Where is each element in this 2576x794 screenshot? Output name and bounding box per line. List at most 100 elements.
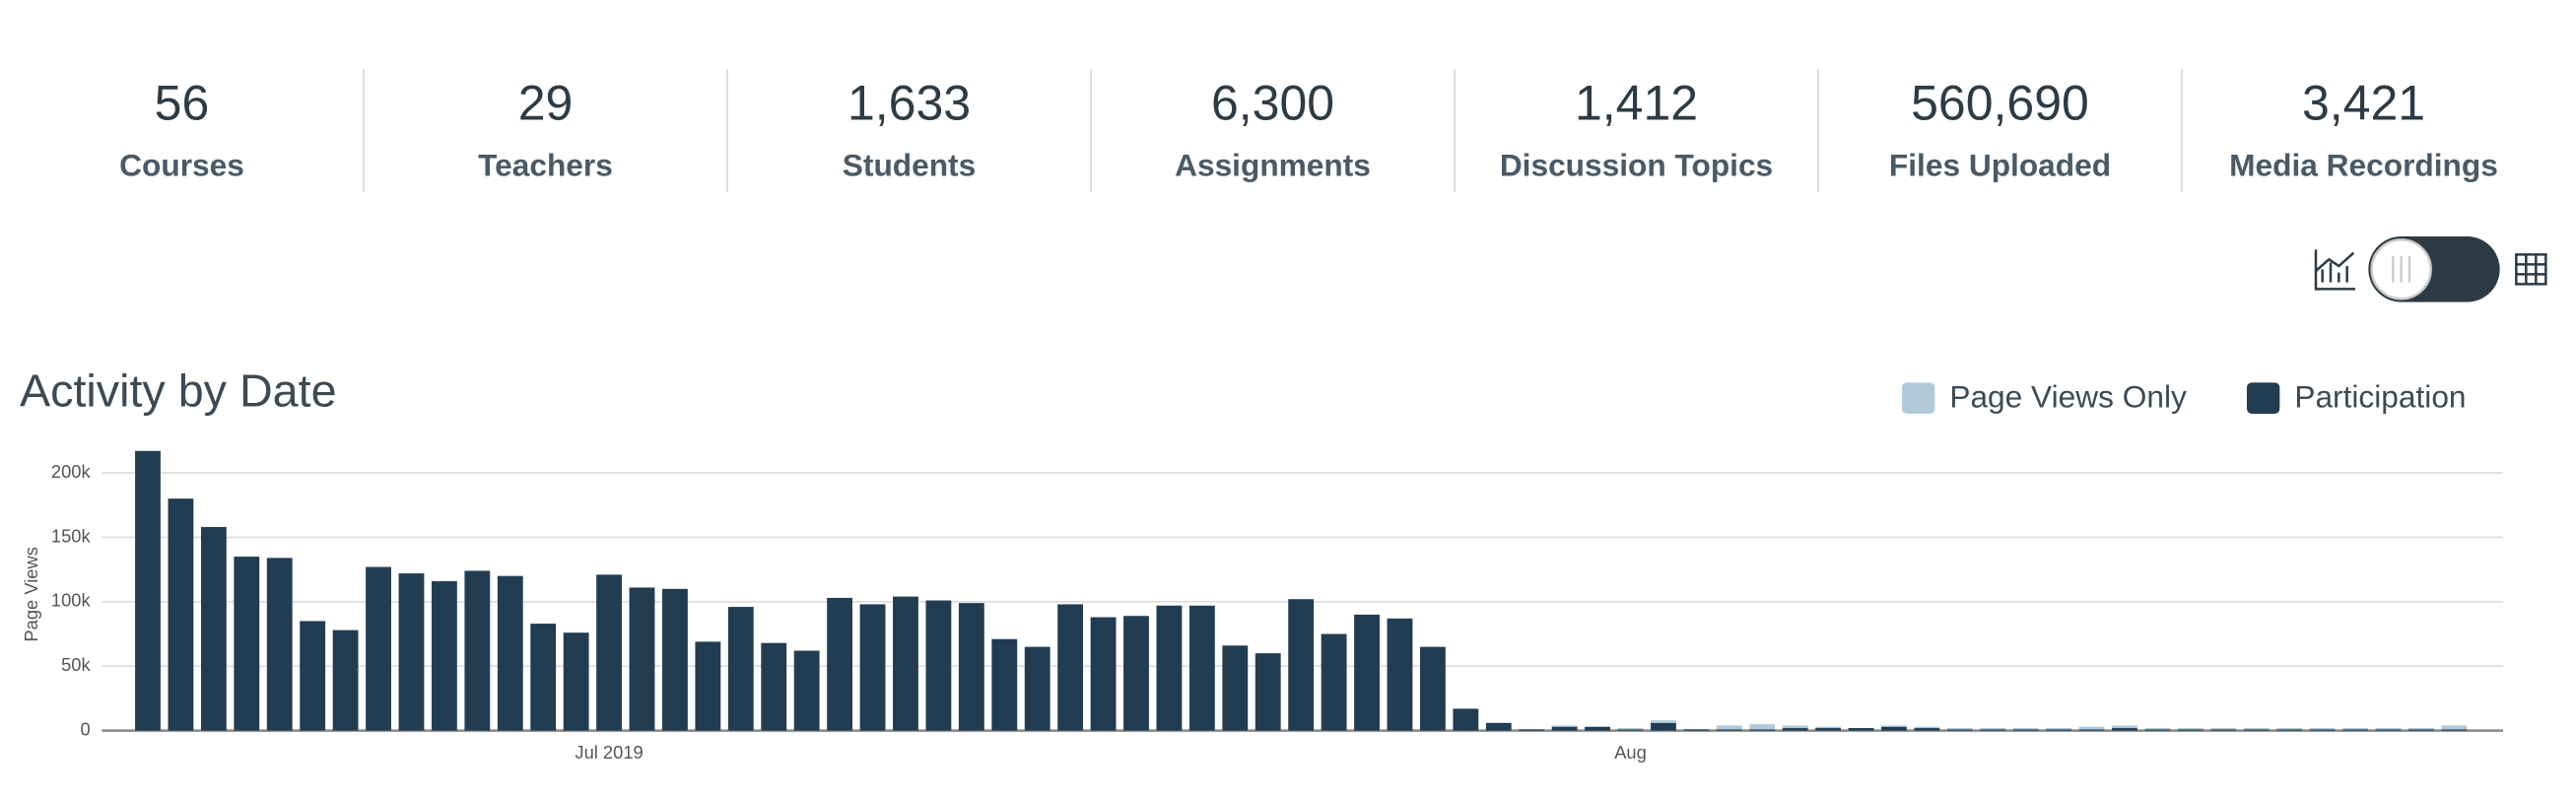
legend-swatch	[2247, 382, 2280, 414]
bar-segment	[1815, 728, 1842, 731]
bar-segment	[1254, 653, 1281, 731]
stat-value: 6,300	[1211, 76, 1334, 131]
bar-segment	[1980, 728, 2006, 730]
y-tick-label: 200k	[51, 461, 92, 482]
bar-segment	[168, 498, 194, 731]
bar-segment	[366, 566, 391, 731]
legend-label: Participation	[2294, 378, 2466, 414]
bar-segment	[2210, 729, 2237, 731]
bar-segment	[1617, 728, 1644, 730]
bar-segment	[2177, 729, 2203, 731]
bar-segment	[1914, 726, 1940, 729]
stat-value: 560,690	[1911, 76, 2089, 131]
bar-segment	[1716, 729, 1742, 731]
bar-segment	[2276, 728, 2303, 730]
bar-segment	[1782, 725, 1808, 729]
bar-segment	[1749, 724, 1776, 730]
bar-segment	[431, 580, 457, 731]
bar-segment	[2012, 728, 2039, 730]
bar-segment	[991, 638, 1018, 731]
bar-segment	[1815, 726, 1842, 729]
bar-segment	[1519, 729, 1545, 731]
legend-swatch	[1902, 382, 1935, 414]
stat-value: 29	[518, 76, 574, 131]
stat-label: Discussion Topics	[1500, 147, 1773, 182]
legend-label: Page Views Only	[1949, 378, 2187, 414]
bar-segment	[1222, 645, 1249, 731]
bar-segment	[1617, 729, 1644, 731]
stat-label: Teachers	[478, 147, 613, 182]
bar-segment	[1419, 646, 1446, 731]
bar-segment	[1057, 604, 1084, 731]
bar-segment	[563, 632, 589, 731]
knob-grip	[2392, 255, 2411, 283]
bar-segment	[1980, 729, 2006, 731]
bar-segment	[266, 558, 293, 731]
chart-toggle[interactable]	[2314, 236, 2547, 302]
x-tick-label: Jul 2019	[575, 742, 643, 762]
bar-segment	[1683, 729, 1710, 731]
bar-segment	[530, 624, 557, 731]
bar-segment	[1485, 722, 1512, 731]
bar-segment	[1156, 605, 1183, 731]
bar-segment	[1782, 728, 1808, 731]
stat-value: 1,412	[1575, 76, 1698, 131]
bar-segment	[1453, 708, 1479, 731]
bar-segment	[2342, 729, 2368, 731]
y-tick-label: 50k	[61, 654, 91, 675]
bar-segment	[662, 588, 688, 731]
bar-segment	[2046, 729, 2072, 731]
bar-segment	[1123, 616, 1149, 731]
bar-segment	[1387, 618, 1413, 731]
bar-segment	[135, 450, 161, 731]
bar-segment	[2375, 729, 2402, 731]
bar-segment	[1716, 725, 1742, 730]
bar-segment	[793, 650, 820, 731]
stat-label: Assignments	[1175, 147, 1371, 182]
stat-label: Courses	[119, 147, 244, 182]
bar-segment	[761, 642, 787, 731]
stat-label: Files Uploaded	[1889, 147, 2111, 182]
bar-segment	[2243, 729, 2270, 731]
bar-segment	[1749, 729, 1776, 731]
bar-segment	[859, 604, 886, 731]
bar-segment	[925, 600, 952, 731]
bar-segment	[2144, 729, 2171, 731]
bar-segment	[2441, 725, 2468, 730]
bar-segment	[2078, 729, 2105, 731]
bar-segment	[1551, 726, 1578, 731]
bar-segment	[1914, 728, 1940, 731]
bar-segment	[234, 557, 260, 731]
bar-segment	[1024, 646, 1051, 731]
x-tick-label: Aug	[1614, 742, 1647, 762]
bar-segment	[398, 573, 425, 731]
bar-segment	[2276, 729, 2303, 731]
bar-segment	[1551, 725, 1578, 727]
table-icon[interactable]	[2515, 253, 2547, 286]
stat-value: 56	[155, 76, 210, 131]
bar-segment	[300, 621, 326, 731]
bar-segment	[2375, 728, 2402, 730]
chart-icon	[2314, 249, 2355, 291]
bar-segment	[2342, 728, 2368, 730]
bar-segment	[1354, 614, 1380, 731]
bar-segment	[1946, 728, 1973, 730]
bar-segment	[2243, 728, 2270, 730]
bar-segment	[2012, 729, 2039, 731]
bar-segment	[727, 607, 754, 731]
y-tick-label: 0	[80, 719, 90, 740]
bar-segment	[958, 603, 984, 731]
stat-value: 1,633	[847, 76, 971, 131]
stat-label: Media Recordings	[2229, 147, 2498, 182]
y-tick-label: 100k	[51, 590, 92, 611]
bar-segment	[2112, 725, 2137, 729]
bar-segment	[2407, 729, 2434, 731]
bar-segment	[1288, 599, 1315, 731]
bar-segment	[2210, 728, 2237, 730]
stat-value: 3,421	[2302, 76, 2425, 131]
bar-segment	[893, 596, 918, 731]
bar-segment	[2441, 729, 2468, 731]
bar-segment	[1188, 605, 1215, 731]
bar-segment	[2309, 728, 2336, 730]
bar-segment	[1321, 633, 1347, 731]
